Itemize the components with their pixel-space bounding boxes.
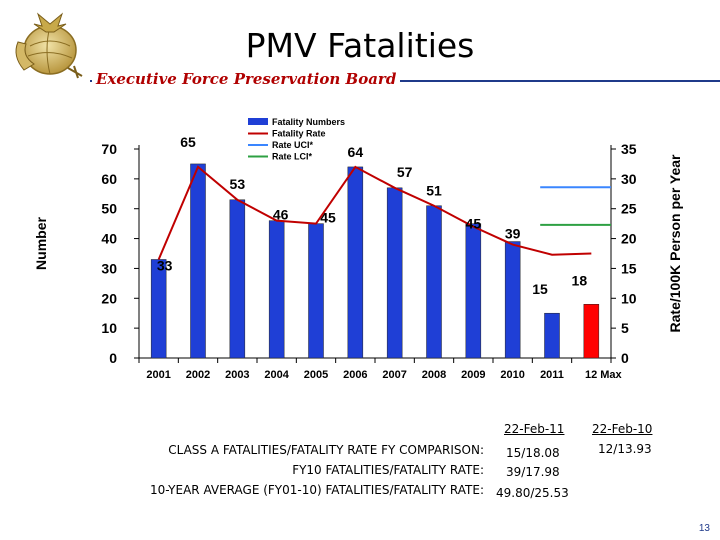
y-tick-label: 50 — [101, 201, 117, 217]
x-tick-label: 2009 — [461, 369, 485, 381]
y-tick-label: 70 — [101, 141, 117, 157]
y2-tick-label: 35 — [621, 141, 637, 157]
legend-swatch — [248, 118, 268, 125]
y2-tick-label: 15 — [621, 260, 637, 276]
x-tick-label: 2003 — [225, 369, 249, 381]
y-tick-label: 20 — [101, 290, 117, 306]
y-tick-label: 60 — [101, 171, 117, 187]
title-divider — [90, 80, 720, 82]
page-number: 13 — [698, 523, 710, 534]
bar — [229, 199, 246, 359]
y2-tick-label: 30 — [621, 171, 637, 187]
data-label: 18 — [572, 272, 588, 288]
data-label: 45 — [466, 216, 482, 232]
y-tick-label: 30 — [101, 260, 117, 276]
col2-header: 22-Feb-10 — [592, 422, 653, 436]
x-tick-label: 2011 — [540, 369, 564, 381]
x-tick-label: 2001 — [146, 369, 170, 381]
x-tick-label: 2010 — [500, 369, 524, 381]
y2-axis-title: Rate/100K Person per Year — [667, 154, 683, 333]
legend-label: Rate UCI* — [272, 140, 314, 150]
bar — [426, 205, 442, 359]
page-subtitle: Executive Force Preservation Board — [92, 70, 401, 88]
page-title: PMV Fatalities — [245, 26, 475, 65]
comparison-row-label: FY10 FATALITIES/FATALITY RATE: — [292, 463, 484, 477]
usmc-emblem-icon — [15, 12, 83, 79]
y2-tick-label: 5 — [621, 320, 629, 336]
comparison-row-value: 12/13.93 — [598, 442, 652, 456]
bar — [268, 220, 285, 359]
legend-label: Fatality Rate — [272, 129, 326, 139]
fatality-rate-line — [157, 165, 592, 260]
y2-tick-label: 10 — [621, 290, 637, 306]
y2-tick-label: 0 — [621, 350, 629, 366]
bar — [386, 187, 403, 359]
data-label: 15 — [532, 281, 548, 297]
data-label: 57 — [397, 164, 413, 180]
y2-tick-label: 20 — [621, 231, 637, 247]
data-label: 64 — [348, 144, 364, 160]
data-label: 33 — [157, 257, 173, 273]
x-tick-label: 2008 — [422, 369, 446, 381]
data-label: 65 — [180, 134, 196, 150]
bar — [150, 259, 167, 359]
comparison-row-value: 39/17.98 — [506, 465, 560, 479]
x-tick-label: 2006 — [343, 369, 367, 381]
x-tick-label: 2004 — [264, 369, 289, 381]
data-label: 53 — [230, 176, 246, 192]
data-label: 45 — [320, 210, 336, 226]
y-tick-label: 40 — [101, 231, 117, 247]
bar — [347, 166, 364, 359]
comparison-row-value: 15/18.08 — [506, 446, 560, 460]
x-tick-label: 12 Max — [585, 369, 623, 381]
legend-label: Fatality Numbers — [272, 117, 345, 127]
comparison-row-label: CLASS A FATALITIES/FATALITY RATE FY COMP… — [168, 443, 484, 457]
legend-label: Rate LCI* — [272, 152, 313, 162]
data-label: 39 — [505, 226, 521, 242]
data-label: 46 — [273, 207, 289, 223]
bar — [583, 304, 600, 359]
bar — [504, 241, 521, 359]
fatalities-chart: 0 10 20 30 40 50 60 70 0 5 10 15 20 25 30 35 2001 2002 200… — [33, 117, 683, 381]
y2-tick-label: 25 — [621, 201, 637, 217]
bar — [465, 223, 482, 359]
x-tick-label: 2007 — [382, 369, 406, 381]
comparison-row-value: 49.80/25.53 — [496, 486, 569, 500]
y-tick-label: 0 — [109, 350, 117, 366]
data-label: 51 — [426, 183, 442, 199]
x-tick-label: 2005 — [304, 369, 328, 381]
y-axis-title: Number — [33, 217, 49, 270]
comparison-row-label: 10-YEAR AVERAGE (FY01-10) FATALITIES/FAT… — [150, 483, 484, 497]
y-tick-label: 10 — [101, 320, 117, 336]
col1-header: 22-Feb-11 — [504, 422, 565, 436]
bar — [544, 312, 560, 359]
x-tick-label: 2002 — [186, 369, 210, 381]
bar — [308, 223, 324, 359]
bar — [190, 163, 206, 359]
